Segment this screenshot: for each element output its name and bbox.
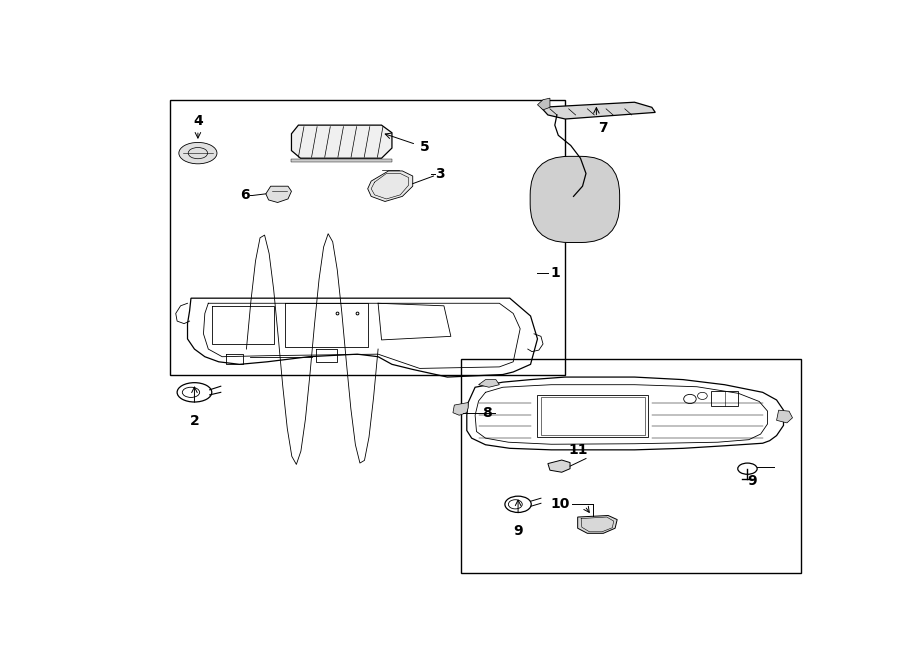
Polygon shape bbox=[537, 98, 550, 110]
Text: 1: 1 bbox=[550, 266, 560, 280]
Text: 9: 9 bbox=[747, 475, 756, 488]
Polygon shape bbox=[368, 171, 413, 202]
Text: 5: 5 bbox=[419, 139, 429, 153]
FancyBboxPatch shape bbox=[530, 157, 619, 243]
Bar bbox=[537, 395, 648, 437]
Polygon shape bbox=[266, 186, 292, 202]
Text: 4: 4 bbox=[193, 114, 202, 128]
Bar bbox=[170, 100, 565, 375]
Polygon shape bbox=[777, 410, 793, 423]
Polygon shape bbox=[578, 516, 617, 533]
Ellipse shape bbox=[738, 463, 757, 475]
Polygon shape bbox=[453, 403, 468, 415]
Text: 8: 8 bbox=[482, 406, 491, 420]
Text: 9: 9 bbox=[513, 524, 523, 537]
Text: 3: 3 bbox=[435, 167, 445, 182]
Bar bbox=[711, 391, 738, 406]
Bar bbox=[541, 397, 645, 434]
Polygon shape bbox=[292, 159, 392, 162]
Text: 7: 7 bbox=[598, 121, 608, 135]
Polygon shape bbox=[541, 102, 655, 119]
Polygon shape bbox=[548, 460, 570, 472]
Text: 11: 11 bbox=[569, 443, 589, 457]
Ellipse shape bbox=[179, 142, 217, 164]
Text: 2: 2 bbox=[190, 414, 199, 428]
Polygon shape bbox=[292, 125, 392, 158]
Text: 10: 10 bbox=[550, 497, 570, 512]
Polygon shape bbox=[479, 379, 500, 387]
Bar bbox=[461, 360, 801, 573]
Text: 6: 6 bbox=[240, 188, 250, 202]
